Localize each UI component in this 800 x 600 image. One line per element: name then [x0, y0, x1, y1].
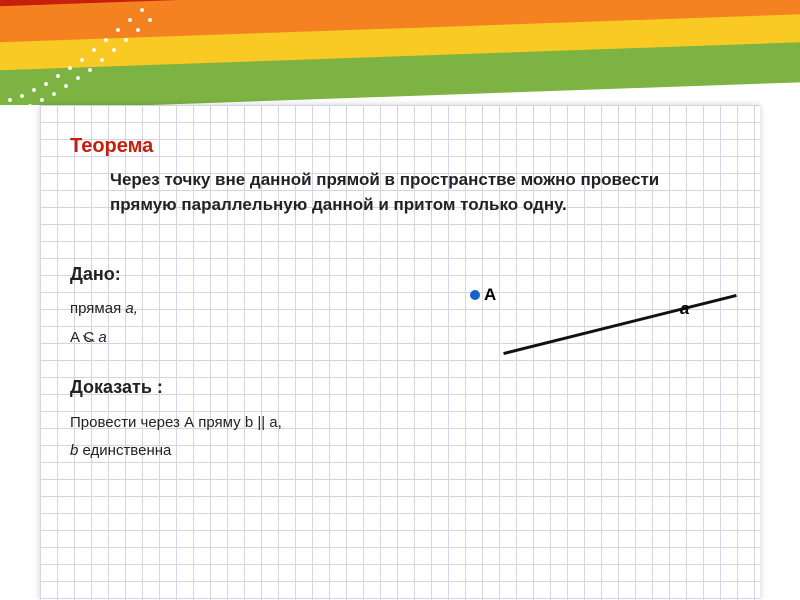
line-a-label: a: [680, 299, 689, 319]
given-line1-prefix: прямая: [70, 300, 125, 317]
given-line-1: прямая a,: [70, 295, 350, 324]
given-title: Дано:: [70, 257, 350, 291]
body-row: Дано: прямая a, A С a Доказать : Провест…: [70, 257, 730, 465]
dots-arc: [0, 0, 200, 105]
given-line1-a: a,: [125, 300, 138, 317]
header-band: [0, 0, 800, 105]
line-a: [503, 294, 737, 355]
figure: А a: [380, 257, 730, 397]
prove-line-2: b единственна: [70, 437, 350, 466]
given-line-2: A С a: [70, 324, 350, 353]
point-A: А: [470, 285, 496, 305]
theorem-title: Теорема: [70, 135, 730, 158]
prove-line-1: Провести через А пряму b || a,: [70, 409, 350, 438]
not-element-symbol: С: [83, 324, 94, 353]
prove-title: Доказать :: [70, 370, 350, 404]
content-area: Теорема Через точку вне данной прямой в …: [40, 105, 760, 600]
given-line2-a: a: [94, 329, 107, 346]
given-line2-A: A: [70, 329, 83, 346]
point-A-label: А: [484, 285, 496, 305]
prove-rest: единственна: [78, 442, 171, 459]
point-dot: [470, 290, 480, 300]
left-column: Дано: прямая a, A С a Доказать : Провест…: [70, 257, 350, 465]
theorem-text: Через точку вне данной прямой в простран…: [110, 168, 670, 217]
